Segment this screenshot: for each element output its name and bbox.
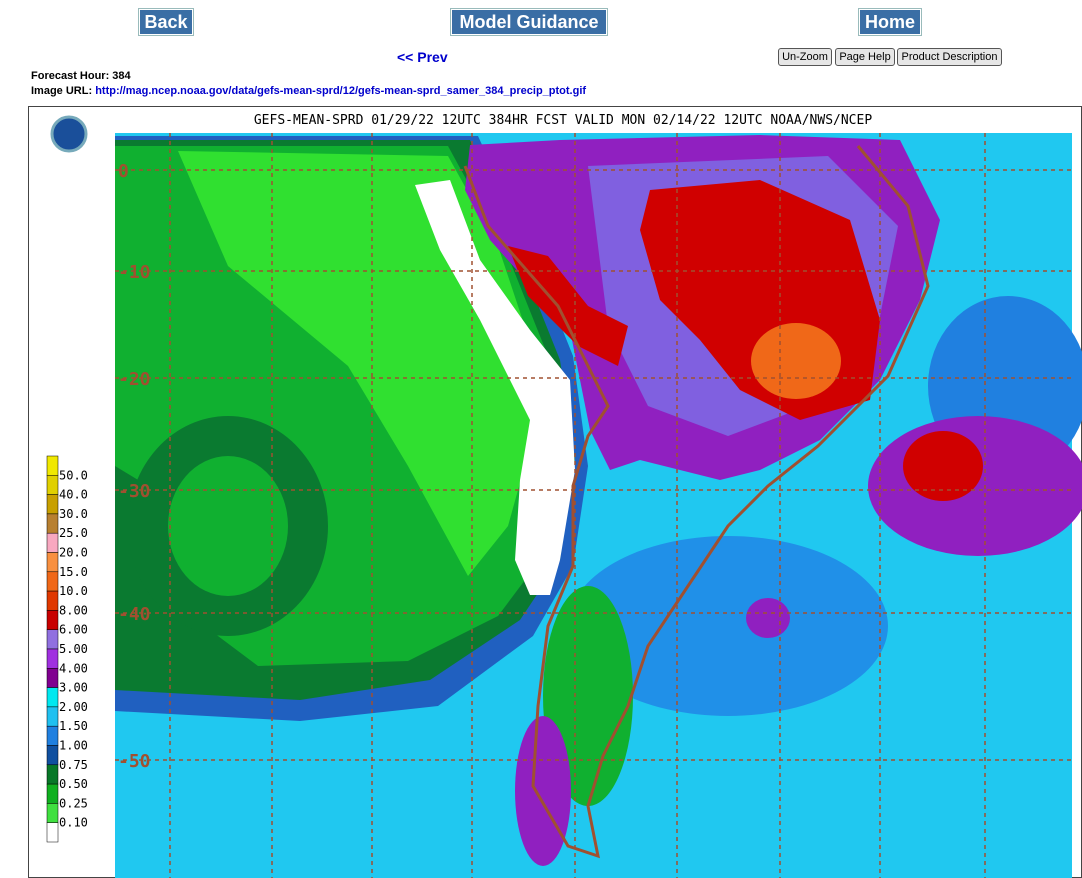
legend-swatch bbox=[46, 745, 59, 766]
field bbox=[508, 246, 628, 366]
legend-swatch bbox=[46, 706, 59, 727]
legend-label: 0.75 bbox=[59, 758, 88, 772]
legend-swatch bbox=[46, 687, 59, 708]
back-button[interactable]: Back bbox=[138, 8, 194, 36]
legend-swatch bbox=[46, 455, 59, 476]
tool-button[interactable]: Un-Zoom bbox=[778, 48, 832, 66]
field bbox=[515, 716, 571, 866]
legend-label: 5.00 bbox=[59, 642, 88, 656]
legend-swatch bbox=[46, 668, 59, 688]
image-url-line: Image URL: http://mag.ncep.noaa.gov/data… bbox=[31, 85, 586, 97]
lat-label: 0 bbox=[118, 161, 129, 182]
lat-label: -20 bbox=[118, 369, 151, 390]
legend-label: 40.0 bbox=[59, 488, 88, 502]
tool-button[interactable]: Product Description bbox=[897, 48, 1002, 66]
field bbox=[746, 598, 790, 638]
field bbox=[168, 456, 288, 596]
legend-label: 0.25 bbox=[59, 796, 88, 810]
lat-label: -40 bbox=[118, 604, 151, 625]
legend-swatch bbox=[46, 532, 59, 553]
image-url-link[interactable]: http://mag.ncep.noaa.gov/data/gefs-mean-… bbox=[95, 85, 587, 97]
legend-swatch bbox=[46, 764, 59, 785]
legend-label: 0.50 bbox=[59, 777, 88, 791]
map-title: GEFS-MEAN-SPRD 01/29/22 12UTC 384HR FCST… bbox=[254, 113, 872, 128]
legend-label: 20.0 bbox=[59, 546, 88, 560]
legend-label: 1.00 bbox=[59, 739, 88, 753]
legend-swatch bbox=[46, 552, 59, 573]
legend-swatch bbox=[46, 648, 59, 669]
legend-swatch bbox=[46, 590, 59, 611]
map-fields bbox=[115, 135, 1082, 866]
legend-label: 50.0 bbox=[59, 468, 88, 482]
legend-label: 25.0 bbox=[59, 526, 88, 540]
legend-label: 15.0 bbox=[59, 565, 88, 579]
model-guidance-button[interactable]: Model Guidance bbox=[450, 8, 608, 36]
legend-swatch bbox=[46, 629, 59, 650]
legend-label: 30.0 bbox=[59, 507, 88, 521]
legend-label: 10.0 bbox=[59, 584, 88, 598]
lat-label: -30 bbox=[118, 481, 151, 502]
legend-label: 3.00 bbox=[59, 681, 88, 695]
legend-swatch bbox=[46, 513, 59, 534]
field bbox=[415, 180, 575, 595]
legend-label: 6.00 bbox=[59, 623, 88, 637]
home-button[interactable]: Home bbox=[858, 8, 922, 36]
legend-swatch bbox=[46, 822, 59, 843]
legend-swatch bbox=[46, 783, 59, 804]
field bbox=[903, 431, 983, 501]
forecast-hour: Forecast Hour: 384 bbox=[31, 70, 131, 82]
legend-swatch bbox=[46, 475, 59, 495]
forecast-map: GEFS-MEAN-SPRD 01/29/22 12UTC 384HR FCST… bbox=[28, 106, 1082, 878]
noaa-logo bbox=[50, 115, 88, 153]
lat-label: -50 bbox=[118, 751, 151, 772]
field bbox=[751, 323, 841, 399]
legend-label: 4.00 bbox=[59, 661, 88, 675]
image-url-label: Image URL: bbox=[31, 85, 93, 97]
tool-button[interactable]: Page Help bbox=[835, 48, 895, 66]
legend-swatch bbox=[46, 610, 59, 630]
legend-label: 0.10 bbox=[59, 816, 88, 830]
lat-label: -10 bbox=[118, 262, 151, 283]
legend-swatch bbox=[46, 494, 59, 515]
legend-swatch bbox=[46, 571, 59, 592]
field bbox=[568, 536, 888, 716]
legend-swatch bbox=[46, 725, 59, 746]
legend-label: 2.00 bbox=[59, 700, 88, 714]
legend-label: 1.50 bbox=[59, 719, 88, 733]
legend-label: 8.00 bbox=[59, 603, 88, 617]
prev-link[interactable]: << Prev bbox=[397, 49, 448, 65]
coastline bbox=[463, 145, 930, 859]
legend-swatch bbox=[46, 803, 59, 823]
